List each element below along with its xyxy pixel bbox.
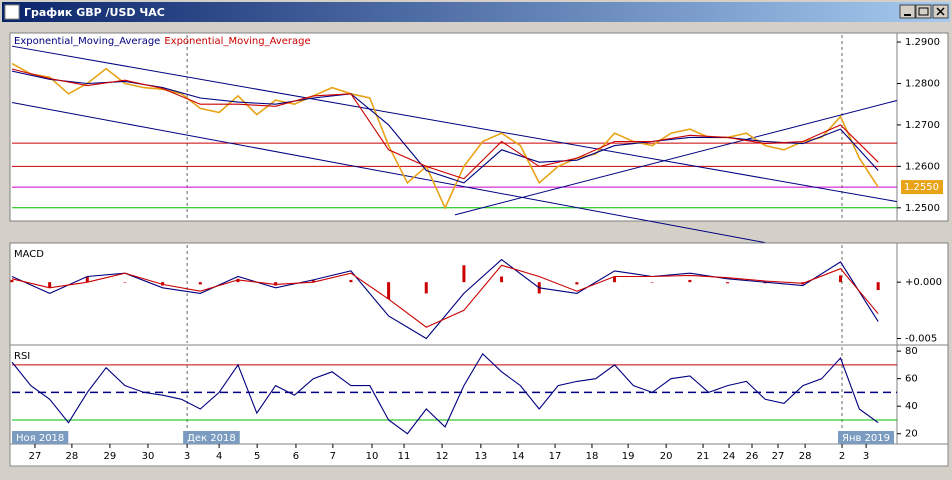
maximize-button[interactable] <box>915 4 932 19</box>
window-icon <box>4 4 20 20</box>
panel <box>9 32 949 222</box>
histogram-bar <box>650 282 654 283</box>
month-label: Янв 2019 <box>842 433 890 444</box>
histogram-bar <box>198 282 202 285</box>
panel <box>9 242 949 346</box>
trend-line <box>454 99 898 216</box>
histogram-bar <box>613 276 617 283</box>
histogram-bar <box>575 282 579 285</box>
y-tick-label: 40 <box>905 401 918 412</box>
series-line <box>11 62 879 210</box>
histogram-bar <box>462 265 466 283</box>
histogram-bar <box>726 282 730 284</box>
minimize-button[interactable] <box>899 4 916 19</box>
histogram-bar <box>349 279 353 283</box>
x-tick-label: 19 <box>622 451 635 462</box>
month-label-box <box>838 431 895 444</box>
title-bar <box>2 2 950 22</box>
x-tick-label: 24 <box>723 451 736 462</box>
x-tick-label: 10 <box>366 451 379 462</box>
y-tick-label: 1.2800 <box>905 78 940 89</box>
legend-entry: Exponential_Moving_Average <box>164 36 310 47</box>
x-tick-label: 18 <box>586 451 599 462</box>
x-tick-label: 3 <box>863 451 869 462</box>
x-tick-label: 17 <box>549 451 562 462</box>
month-label: Дек 2018 <box>187 433 236 444</box>
window-buttons[interactable] <box>899 4 949 19</box>
close-icon <box>936 7 945 16</box>
x-tick-label: 28 <box>66 451 79 462</box>
histogram-bar <box>424 282 428 294</box>
x-tick-label: 7 <box>330 451 336 462</box>
window-title: График GBP /USD ЧАС <box>24 6 165 19</box>
x-tick-label: 5 <box>254 451 260 462</box>
x-tick-label: 28 <box>799 451 812 462</box>
x-tick-label: 3 <box>184 451 190 462</box>
series-line <box>11 68 879 180</box>
series-line <box>11 264 879 328</box>
series-line <box>11 258 879 340</box>
histogram-bar <box>688 279 692 283</box>
y-tick-label: 60 <box>905 374 918 385</box>
x-tick-label: 13 <box>474 451 487 462</box>
x-tick-label: 12 <box>436 451 449 462</box>
trend-line <box>11 45 898 203</box>
histogram-bar <box>839 275 843 283</box>
y-tick-label: 1.2900 <box>905 37 940 48</box>
y-tick-label: -0.005 <box>905 333 937 344</box>
month-label-box <box>12 431 69 444</box>
histogram-bar <box>85 276 89 283</box>
y-tick-label: 1.2500 <box>905 203 940 214</box>
month-label: Ноя 2018 <box>16 433 64 444</box>
x-tick-label: 21 <box>697 451 710 462</box>
series-line <box>11 353 879 435</box>
last-price-box <box>901 180 943 195</box>
x-tick-label: 26 <box>746 451 759 462</box>
y-tick-label: +0.000 <box>905 277 942 288</box>
x-tick-label: 20 <box>660 451 673 462</box>
histogram-bar <box>387 282 391 300</box>
panel <box>9 344 949 445</box>
x-tick-label: 14 <box>512 451 525 462</box>
x-tick-label: 6 <box>293 451 299 462</box>
x-tick-label: 27 <box>29 451 42 462</box>
y-tick-label: 20 <box>905 429 918 440</box>
x-tick-label: 4 <box>216 451 222 462</box>
panel-title: RSI <box>14 351 30 362</box>
histogram-bar <box>500 276 504 283</box>
maximize-icon <box>918 7 929 16</box>
legend-entry: Exponential_Moving_Average <box>14 36 160 47</box>
histogram-bar <box>48 282 52 288</box>
histogram-bar <box>123 282 127 283</box>
x-tick-label: 11 <box>398 451 411 462</box>
histogram-bar <box>311 279 315 283</box>
panel-title: MACD <box>14 249 44 260</box>
histogram-bar <box>876 282 880 291</box>
y-tick-label: 1.2700 <box>905 120 940 131</box>
month-label-box <box>183 431 240 444</box>
x-tick-label: 29 <box>104 451 117 462</box>
trend-line <box>11 102 766 244</box>
last-price-label: 1.2550 <box>904 182 939 193</box>
y-tick-label: 80 <box>905 346 918 357</box>
y-tick-label: 1.2600 <box>905 161 940 172</box>
histogram-bar <box>10 279 14 283</box>
x-tick-label: 2 <box>839 451 845 462</box>
x-tick-label: 30 <box>142 451 155 462</box>
x-tick-label: 27 <box>772 451 785 462</box>
